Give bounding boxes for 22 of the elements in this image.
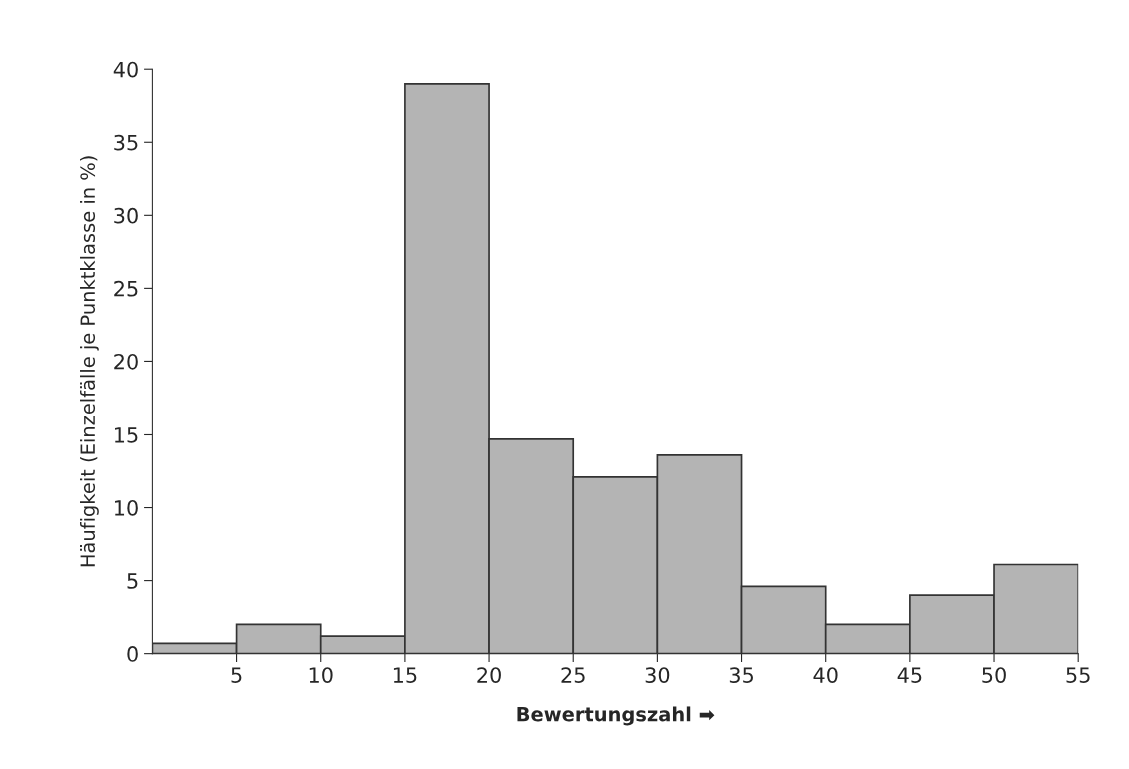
x-tick-label: 10 xyxy=(309,667,333,683)
y-tick-label: 40 xyxy=(113,61,138,78)
y-tick-label: 0 xyxy=(127,646,138,662)
x-tick-label: 20 xyxy=(477,667,501,683)
x-tick-label: 15 xyxy=(393,667,417,683)
x-axis-title: Bewertungszahl ➡ xyxy=(517,706,715,726)
y-tick-label: 10 xyxy=(115,499,138,516)
y-tick-label: 15 xyxy=(115,427,138,443)
x-tick-label: 55 xyxy=(1066,667,1090,683)
y-axis-title: Häufigkeit (Einzelfälle je Punktklasse in %) xyxy=(80,156,99,567)
y-tick-label: 35 xyxy=(114,134,138,151)
y-tick-label: 5 xyxy=(127,573,138,589)
x-tick-label: 35 xyxy=(729,667,753,683)
x-tick-label: 5 xyxy=(231,667,242,683)
x-tick-label: 25 xyxy=(561,667,585,683)
y-tick-label: 20 xyxy=(114,353,138,370)
y-tick-label: 30 xyxy=(114,207,138,224)
x-tick-label: 50 xyxy=(982,667,1006,683)
x-tick-label: 45 xyxy=(897,667,922,683)
x-tick-label: 30 xyxy=(645,667,670,683)
y-tick-label: 25 xyxy=(114,280,138,297)
x-tick-label: 40 xyxy=(813,667,838,683)
